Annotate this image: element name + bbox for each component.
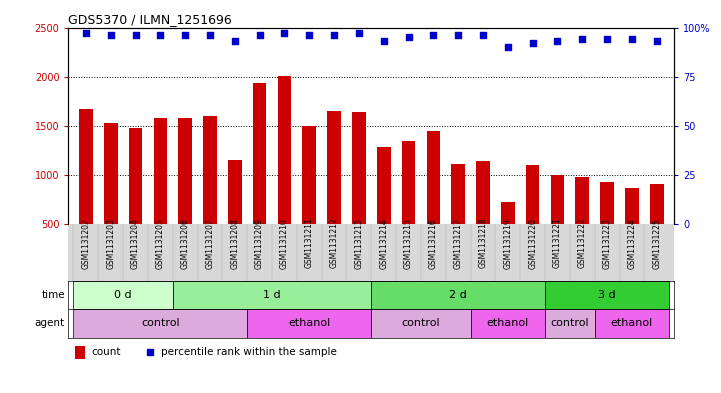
Text: agent: agent <box>35 318 65 329</box>
Bar <box>595 309 669 338</box>
Bar <box>203 116 217 273</box>
Bar <box>625 187 639 273</box>
Point <box>378 38 389 44</box>
Text: control: control <box>551 318 589 329</box>
Point <box>279 30 291 37</box>
Bar <box>427 130 441 273</box>
Point <box>527 40 539 46</box>
Text: ethanol: ethanol <box>611 318 653 329</box>
Bar <box>74 346 86 359</box>
Point <box>651 38 663 44</box>
Point <box>254 32 265 39</box>
Bar <box>173 281 371 309</box>
Bar <box>575 177 589 273</box>
Point <box>552 38 563 44</box>
Bar <box>451 164 465 273</box>
Text: time: time <box>41 290 65 300</box>
Bar <box>154 118 167 273</box>
Bar <box>74 309 247 338</box>
Point <box>154 32 166 39</box>
Text: control: control <box>402 318 441 329</box>
Bar <box>377 147 391 273</box>
Text: 3 d: 3 d <box>598 290 616 300</box>
Point <box>105 32 117 39</box>
Point <box>477 32 489 39</box>
Point <box>353 30 365 37</box>
Bar <box>545 281 669 309</box>
Point <box>626 36 637 42</box>
Bar <box>128 128 142 273</box>
Bar <box>104 123 118 273</box>
Point <box>452 32 464 39</box>
Bar <box>471 309 545 338</box>
Bar <box>526 165 539 273</box>
Text: count: count <box>92 347 121 357</box>
Text: GDS5370 / ILMN_1251696: GDS5370 / ILMN_1251696 <box>68 13 232 26</box>
Point <box>229 38 241 44</box>
Bar <box>371 281 545 309</box>
Point <box>304 32 315 39</box>
Text: ethanol: ethanol <box>487 318 529 329</box>
Point <box>80 30 92 37</box>
Bar <box>253 83 267 273</box>
Point <box>130 32 141 39</box>
Point <box>328 32 340 39</box>
Bar <box>402 141 415 273</box>
Point <box>577 36 588 42</box>
Bar <box>352 112 366 273</box>
Bar <box>650 184 663 273</box>
Text: 1 d: 1 d <box>263 290 281 300</box>
Bar <box>601 182 614 273</box>
Bar <box>228 160 242 273</box>
Point <box>428 32 439 39</box>
Text: ethanol: ethanol <box>288 318 330 329</box>
Bar <box>476 161 490 273</box>
Bar <box>278 75 291 273</box>
Text: percentile rank within the sample: percentile rank within the sample <box>161 347 337 357</box>
Point <box>601 36 613 42</box>
Bar <box>501 202 515 273</box>
Bar <box>79 109 93 273</box>
Bar <box>74 281 173 309</box>
Bar <box>302 126 316 273</box>
Bar <box>327 111 341 273</box>
Text: 0 d: 0 d <box>115 290 132 300</box>
Bar <box>247 309 371 338</box>
Point <box>204 32 216 39</box>
Text: control: control <box>141 318 180 329</box>
Bar <box>371 309 471 338</box>
Text: 2 d: 2 d <box>449 290 467 300</box>
Point <box>180 32 191 39</box>
Bar <box>178 118 192 273</box>
Point <box>502 44 513 50</box>
Bar <box>545 309 595 338</box>
Bar <box>551 175 565 273</box>
Point <box>403 34 415 40</box>
